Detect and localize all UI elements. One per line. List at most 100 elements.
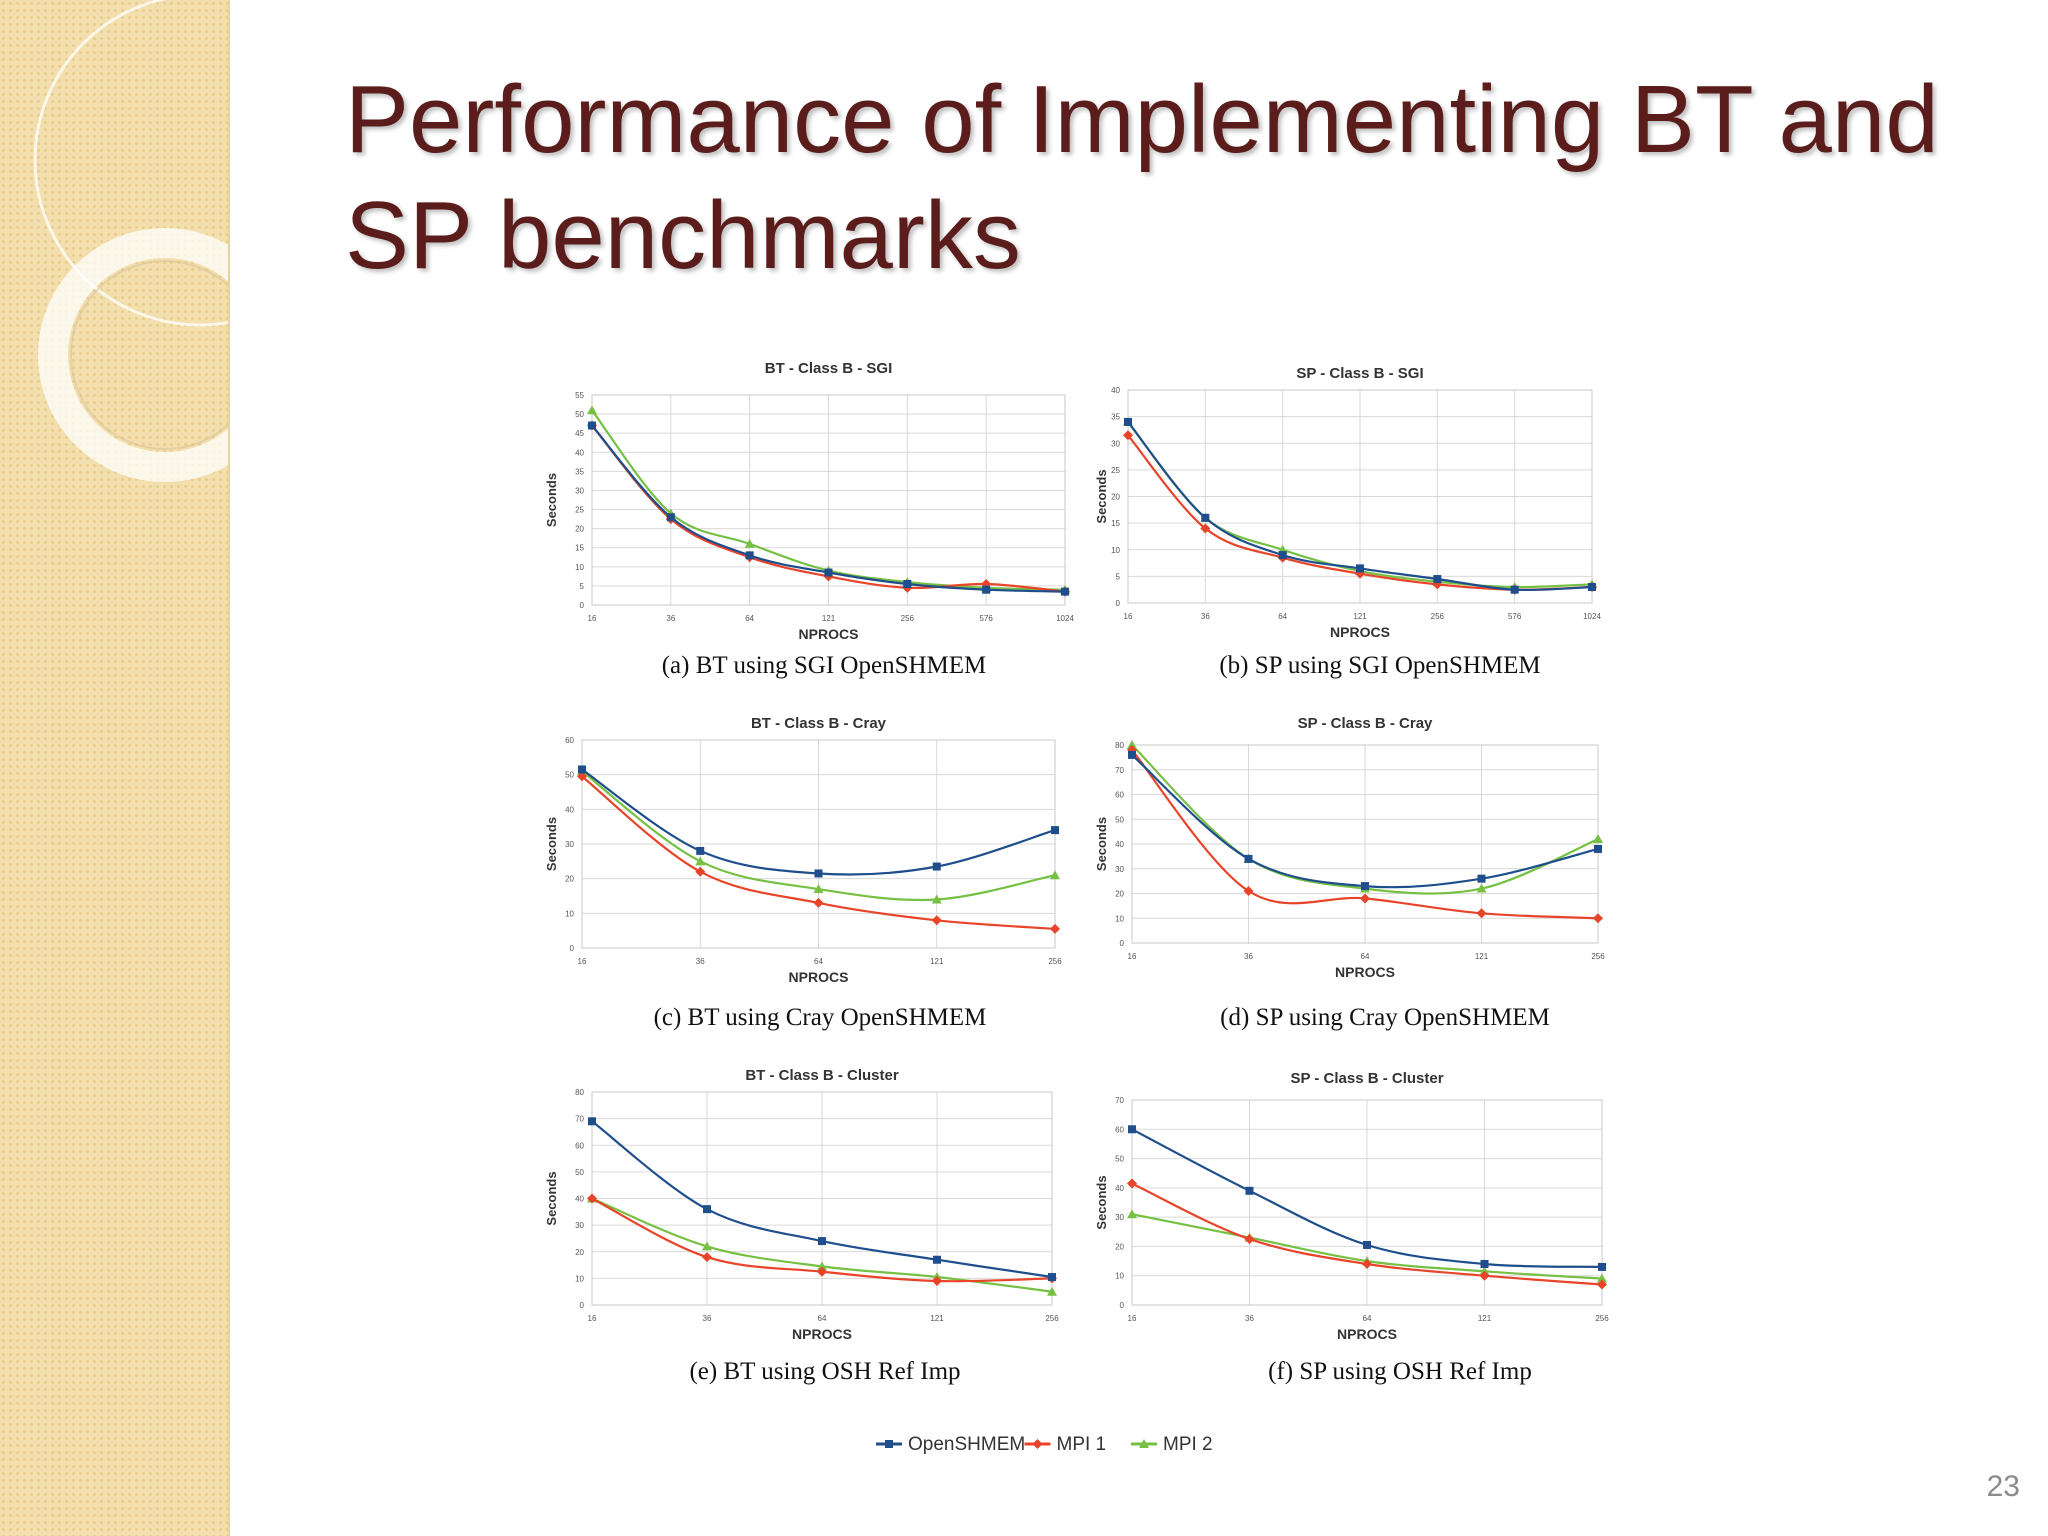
data-point <box>1244 1234 1255 1245</box>
y-tick-label: 20 <box>1111 493 1120 502</box>
ring-upper <box>33 0 228 327</box>
data-point <box>1510 585 1519 594</box>
chart-legend: OpenSHMEM MPI 1 MPI 2 <box>876 1434 1213 1455</box>
x-tick-label: 256 <box>1591 952 1605 961</box>
data-point <box>1050 923 1060 934</box>
chart-bt-cluster: BT - Class B - Cluster 0 10 20 30 40 50 60 70 80 1… <box>544 1067 1059 1342</box>
y-tick-label: 80 <box>575 1088 584 1097</box>
x-tick-label: 576 <box>979 614 993 623</box>
y-tick-label: 60 <box>575 1141 584 1150</box>
chart-title: SP - Class B - Cray <box>1298 715 1433 732</box>
data-point <box>1362 1259 1372 1269</box>
data-point <box>1477 874 1486 883</box>
y-tick-label: 0 <box>580 1301 585 1310</box>
data-point <box>702 1241 712 1251</box>
y-axis-label: Seconds <box>1094 817 1109 871</box>
y-tick-label: 10 <box>1115 1272 1124 1281</box>
data-point <box>931 915 942 926</box>
y-tick-label: 70 <box>575 1115 584 1124</box>
x-tick-label: 16 <box>1124 612 1133 621</box>
decorative-sidebar <box>0 0 230 1536</box>
data-point <box>1128 750 1136 759</box>
x-tick-label: 64 <box>1363 1314 1372 1323</box>
y-tick-label: 40 <box>575 1195 584 1204</box>
y-tick-label: 50 <box>1115 815 1124 824</box>
y-tick-label: 60 <box>1115 791 1124 800</box>
data-point <box>1061 587 1069 596</box>
x-tick-label: 576 <box>1508 612 1522 621</box>
ring-lower-inner <box>70 260 228 450</box>
y-tick-label: 10 <box>575 1274 584 1283</box>
data-point <box>817 1266 827 1277</box>
data-point <box>817 1261 827 1271</box>
chart-sp-cray: SP - Class B - Cray 0 10 20 30 40 50 60 70 80 16 36… <box>1094 715 1605 980</box>
data-point <box>1597 1279 1607 1290</box>
y-tick-label: 35 <box>1111 413 1120 422</box>
y-tick-label: 0 <box>1120 939 1125 948</box>
caption-sp-sgi: (b) SP using SGI OpenSHMEM <box>1219 652 1541 679</box>
y-tick-label: 30 <box>1111 439 1120 448</box>
y-tick-label: 70 <box>1115 766 1124 775</box>
data-point <box>1278 551 1287 560</box>
x-tick-label: 36 <box>1244 952 1253 961</box>
y-tick-label: 0 <box>570 944 575 953</box>
y-tick-label: 50 <box>565 771 574 780</box>
series-line <box>1131 749 1599 920</box>
y-tick-label: 30 <box>565 840 574 849</box>
caption-bt-sgi: (a) BT using SGI OpenSHMEM <box>661 652 987 679</box>
caption-bt-cray: (c) BT using Cray OpenSHMEM <box>653 1004 987 1031</box>
data-point <box>1123 430 1133 441</box>
y-tick-label: 15 <box>575 544 584 553</box>
y-tick-label: 60 <box>565 736 574 745</box>
plot-frame <box>1131 1099 1603 1306</box>
y-tick-label: 25 <box>1111 466 1120 475</box>
x-tick-label: 1024 <box>1056 614 1074 623</box>
y-tick-label: 30 <box>1115 1213 1124 1222</box>
data-point <box>1480 1260 1489 1268</box>
data-point <box>1124 417 1132 426</box>
series-openshmem <box>1128 1125 1606 1271</box>
series-openshmem <box>588 1117 1056 1282</box>
plot-frame <box>1131 744 1599 944</box>
y-tick-label: 10 <box>575 563 584 572</box>
x-axis-label: NPROCS <box>1337 1326 1397 1342</box>
data-point <box>1593 834 1603 844</box>
data-point <box>982 585 991 594</box>
legend-item-mpi-2: MPI 2 <box>1131 1434 1213 1455</box>
series-openshmem <box>1124 417 1596 594</box>
data-point <box>695 856 706 866</box>
x-tick-label: 121 <box>1353 612 1367 621</box>
x-tick-label: 36 <box>703 1314 712 1323</box>
x-tick-label: 16 <box>588 614 597 623</box>
data-point <box>818 1237 826 1246</box>
data-point <box>903 580 912 588</box>
data-point <box>1588 583 1596 592</box>
chart-bt-sgi: BT - Class B - SGI 0 5 10 15 20 25 30 35 40 45 50 55… <box>544 360 1074 642</box>
legend-label: OpenSHMEM <box>908 1434 1025 1455</box>
data-point <box>588 1117 596 1126</box>
caption-bt-cluster: (e) BT using OSH Ref Imp <box>689 1358 961 1385</box>
y-tick-label: 20 <box>575 1248 584 1257</box>
y-tick-label: 30 <box>575 1221 584 1230</box>
ring-lower-outer <box>38 228 228 482</box>
y-tick-label: 20 <box>1115 1242 1124 1251</box>
legend-marker <box>1139 1439 1149 1448</box>
legend-item-openshmem: OpenSHMEM <box>876 1434 1025 1455</box>
data-point <box>1243 886 1254 897</box>
x-tick-label: 121 <box>1478 1314 1492 1323</box>
y-tick-label: 0 <box>1116 599 1121 608</box>
legend-marker <box>885 1440 893 1448</box>
x-tick-label: 256 <box>1595 1314 1609 1323</box>
x-tick-label: 64 <box>1361 952 1370 961</box>
data-point <box>745 551 754 560</box>
legend-label: MPI 2 <box>1163 1434 1213 1455</box>
data-point <box>577 771 587 782</box>
data-point <box>1479 1270 1490 1281</box>
x-tick-label: 36 <box>696 957 705 966</box>
x-tick-label: 256 <box>1431 612 1445 621</box>
y-tick-label: 25 <box>575 506 584 515</box>
x-tick-label: 64 <box>818 1314 827 1323</box>
plot-frame <box>1127 389 1593 604</box>
data-point <box>1363 1240 1371 1249</box>
data-point <box>814 869 823 878</box>
